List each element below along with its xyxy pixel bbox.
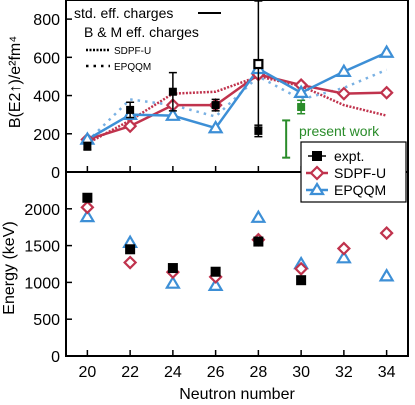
upper-panel: 0 200 400 600 800 B(E2↑)/e²fm⁴ std. eff. cha… bbox=[7, 0, 409, 182]
legend-epqqm-dotted-label: EPQQM bbox=[114, 62, 151, 73]
upper-series-layer bbox=[79, 0, 395, 159]
epqqm-point bbox=[293, 84, 310, 98]
sdpfu-energy-point bbox=[336, 241, 351, 256]
present-work-label: present work bbox=[299, 123, 380, 139]
expt-point bbox=[83, 142, 92, 151]
xlabel: Neutron number bbox=[179, 386, 295, 403]
legend-std-label: std. eff. charges bbox=[74, 5, 173, 21]
sdpfu-line bbox=[87, 73, 387, 141]
lower-xtick-label: 32 bbox=[335, 364, 353, 381]
upper-ytick-label: 600 bbox=[33, 50, 60, 67]
expt-point bbox=[126, 105, 135, 114]
lower-panel-frame bbox=[65, 171, 409, 357]
lower-xtick-label: 24 bbox=[164, 364, 182, 381]
sdpfu-energy-point bbox=[80, 200, 95, 215]
legend-epqqm-label: EPQQM bbox=[334, 182, 386, 198]
lower-ytick-label: 1500 bbox=[24, 239, 60, 256]
epqqm-energy-point bbox=[378, 267, 395, 282]
expt-point bbox=[211, 101, 220, 110]
lower-xtick-label: 28 bbox=[249, 364, 267, 381]
expt-energy-point bbox=[210, 266, 221, 277]
legend-sdpfu-label: SDPF-U bbox=[334, 165, 386, 181]
epqqm-line bbox=[86, 51, 388, 141]
upper-axis-ticks: 0 200 400 600 800 bbox=[33, 12, 388, 182]
legend-sdpfu-dotted-label: SDPF-U bbox=[114, 46, 151, 57]
sdpfu-point bbox=[123, 119, 138, 134]
epqqm-energy-point bbox=[335, 249, 352, 264]
sdpfu-energy-point bbox=[123, 255, 138, 270]
line-style-legend: std. eff. charges B & M eff. charges SDP… bbox=[74, 5, 221, 73]
lower-ytick-label: 2000 bbox=[24, 202, 60, 219]
upper-ytick-label: 200 bbox=[33, 127, 60, 144]
expt-point bbox=[254, 126, 263, 135]
expt-point bbox=[297, 103, 306, 112]
epqqm-point bbox=[164, 107, 181, 121]
expt-energy-point bbox=[296, 275, 307, 286]
epqqm-point bbox=[207, 119, 224, 134]
lower-xtick-label: 22 bbox=[121, 364, 139, 381]
sdpfu-point bbox=[336, 86, 351, 101]
lower-ytick-label: 1000 bbox=[24, 275, 60, 292]
lower-xtick-label: 26 bbox=[207, 364, 225, 381]
expt-energy-point bbox=[82, 192, 93, 203]
epqqm-point bbox=[335, 63, 352, 77]
expt-point bbox=[253, 58, 264, 70]
lower-series-layer bbox=[79, 192, 395, 292]
marker-legend: expt. SDPF-U EPQQM bbox=[300, 141, 407, 203]
upper-ytick-label: 0 bbox=[51, 165, 60, 182]
legend-sdpfu-marker bbox=[309, 165, 325, 181]
lower-panel: 0 500 1000 1500 2000 20 22 24 26 28 30 32 34 Energy … bbox=[1, 171, 409, 403]
expt-point bbox=[168, 87, 177, 96]
legend-expt-label: expt. bbox=[334, 148, 364, 164]
legend-epqqm-marker bbox=[309, 181, 325, 196]
expt-energy-point bbox=[167, 263, 178, 274]
lower-ylabel: Energy (keV) bbox=[1, 221, 18, 314]
epqqm-energy-point bbox=[207, 277, 224, 292]
epqqm-energy-point bbox=[79, 208, 96, 223]
upper-ytick-label: 400 bbox=[33, 89, 60, 106]
legend-expt-marker bbox=[312, 151, 322, 161]
lower-ytick-label: 0 bbox=[51, 349, 60, 366]
expt-energy-point bbox=[253, 236, 264, 247]
epqqm-energy-point bbox=[250, 209, 267, 223]
expt-energy-point bbox=[125, 244, 136, 255]
upper-ytick-label: 800 bbox=[33, 12, 60, 29]
epqqm-energy-point bbox=[164, 275, 181, 289]
lower-xtick-label: 20 bbox=[78, 364, 96, 381]
sdpfu-energy-point bbox=[379, 226, 394, 241]
lower-ytick-label: 500 bbox=[33, 312, 60, 329]
legend-bm-label: B & M eff. charges bbox=[84, 24, 199, 40]
lower-xtick-label: 34 bbox=[378, 364, 396, 381]
epqqm-point bbox=[378, 44, 395, 58]
lower-axis-ticks: 0 500 1000 1500 2000 20 22 24 26 28 30 32 34 bbox=[24, 202, 395, 381]
lower-xtick-label: 30 bbox=[292, 364, 310, 381]
upper-ylabel: B(E2↑)/e²fm⁴ bbox=[7, 36, 24, 128]
sdpfu-energy-point bbox=[294, 261, 309, 276]
sdpfu-point bbox=[379, 85, 394, 100]
